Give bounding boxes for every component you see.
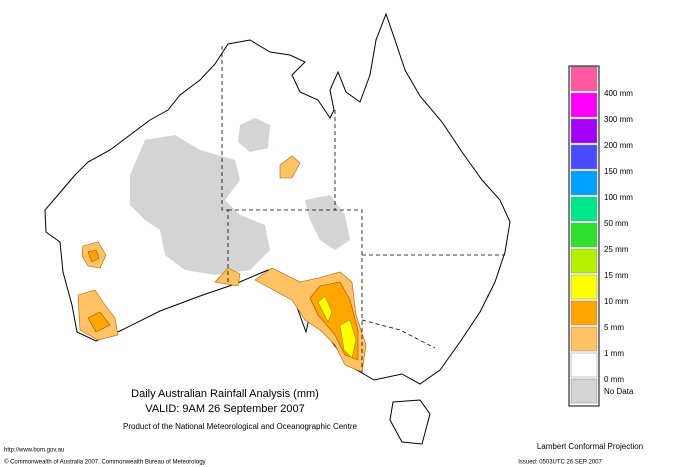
legend-swatch (570, 66, 598, 92)
legend-label: 200 mm (604, 141, 633, 150)
tasmania (389, 399, 431, 445)
copyright: © Commonwealth of Australia 2007, Common… (4, 459, 206, 466)
url: http://www.bom.gov.au (4, 448, 64, 454)
australia-mainland (44, 12, 511, 385)
state-borders (221, 46, 505, 372)
legend-swatch (570, 248, 598, 274)
rain-area (214, 267, 241, 287)
subtitle: VALID: 9AM 26 September 2007 (145, 403, 304, 415)
legend-frame (568, 65, 600, 407)
legend-label: 50 mm (604, 219, 629, 228)
rain-area (87, 311, 111, 333)
legend-label: 300 mm (604, 115, 633, 124)
state-border (361, 319, 436, 349)
legend-label: No Data (604, 387, 634, 396)
legend-swatch (570, 222, 598, 248)
legend-swatch (570, 118, 598, 144)
legend-swatch (570, 92, 598, 118)
legend-label: 5 mm (604, 323, 624, 332)
legend-swatch (570, 326, 598, 352)
no-data-areas (130, 118, 350, 275)
legend-label: 25 mm (604, 245, 629, 254)
legend-swatch (570, 274, 598, 300)
rain-area-10-15mm (317, 295, 357, 359)
no-data-area (130, 135, 270, 275)
product-note: Product of the National Meteorological a… (123, 422, 357, 431)
issued: Issued: 0503UTC 26 SEP 2007 (518, 460, 602, 466)
legend-label: 400 mm (604, 89, 633, 98)
rain-area (279, 155, 301, 179)
rain-area (87, 249, 100, 263)
legend-label: 100 mm (604, 193, 633, 202)
legend-label: 0 mm (604, 375, 624, 384)
no-data-area (238, 118, 270, 152)
legend-label: 15 mm (604, 271, 629, 280)
title: Daily Australian Rainfall Analysis (mm) (131, 388, 319, 400)
state-border (228, 209, 363, 372)
legend-swatch (570, 300, 598, 326)
legend: 400 mm 300 mm 200 mm 150 mm 100 mm 50 mm 25 mm… (570, 66, 634, 404)
legend-swatch (570, 378, 598, 404)
legend-label: 1 mm (604, 349, 624, 358)
legend-label: 10 mm (604, 297, 629, 306)
legend-swatch (570, 196, 598, 222)
legend-swatch (570, 170, 598, 196)
legend-swatch (570, 352, 598, 378)
projection: Lambert Conformal Projection (537, 442, 643, 451)
legend-swatch (570, 144, 598, 170)
legend-label: 150 mm (604, 167, 633, 176)
no-data-area (305, 195, 350, 250)
